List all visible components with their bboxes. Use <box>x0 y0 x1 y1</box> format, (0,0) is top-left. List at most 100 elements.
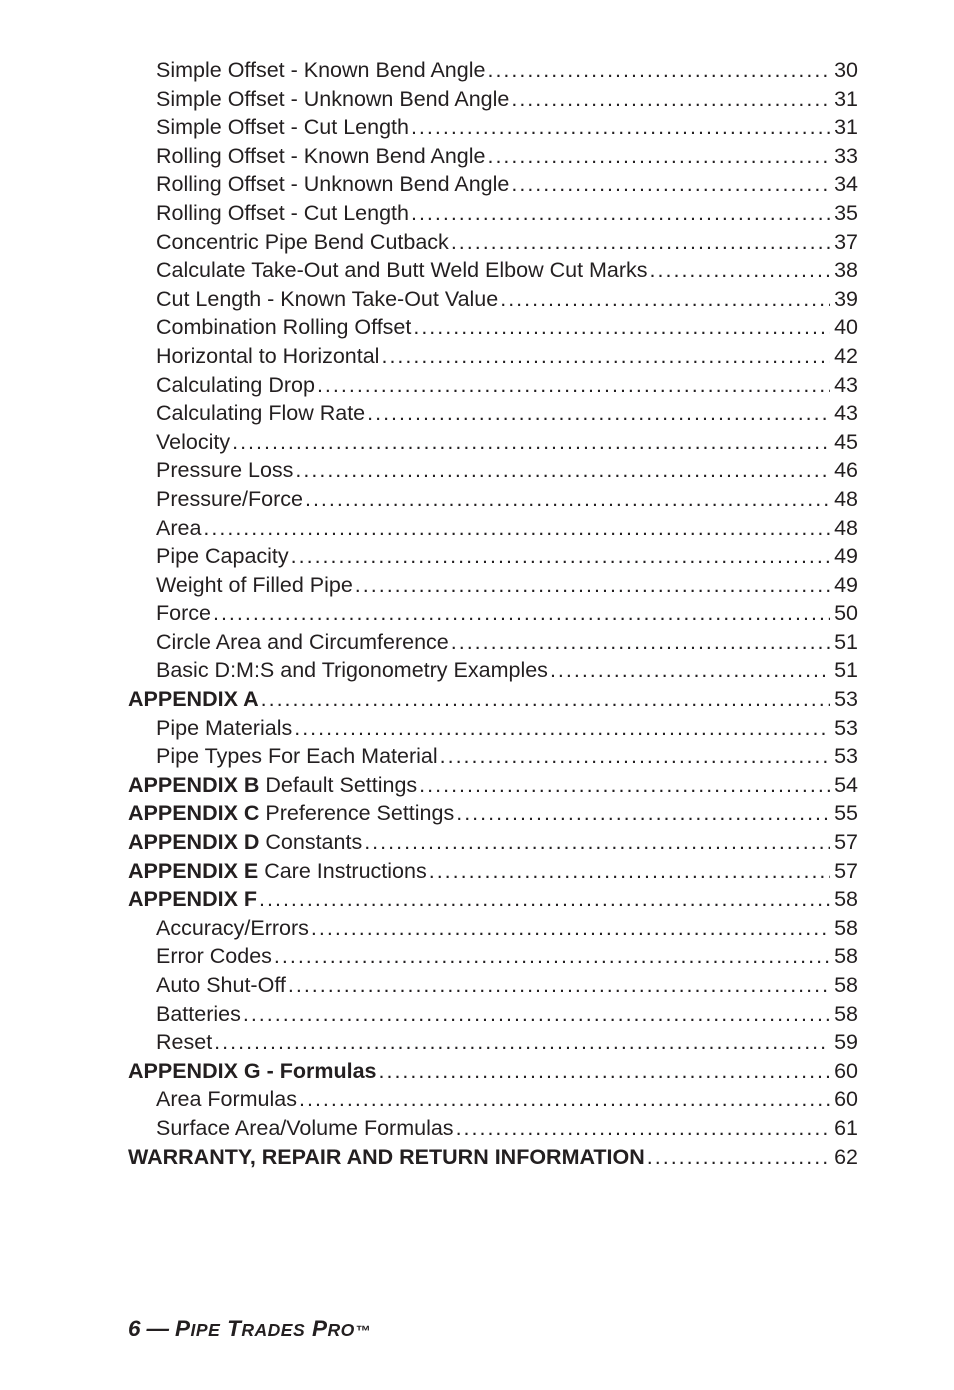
toc-entry-label: APPENDIX E Care Instructions <box>128 857 427 886</box>
document-page: Simple Offset - Known Bend Angle 30 Simpl… <box>0 0 954 1390</box>
toc-entry-label: Velocity <box>156 428 230 457</box>
toc-entry: Calculating Flow Rate 43 <box>128 399 858 428</box>
toc-leader-dots <box>454 799 830 828</box>
toc-entry-label: APPENDIX C Preference Settings <box>128 799 454 828</box>
toc-entry: Force 50 <box>128 599 858 628</box>
toc-leader-dots <box>509 170 830 199</box>
toc-entry-text: Pipe Materials <box>156 716 292 740</box>
toc-entry-page: 43 <box>830 371 858 400</box>
toc-entry-label: Horizontal to Horizontal <box>156 342 379 371</box>
toc-entry: Cut Length - Known Take-Out Value 39 <box>128 285 858 314</box>
toc-entry-label: Rolling Offset - Cut Length <box>156 199 409 228</box>
toc-entry-page: 40 <box>830 313 858 342</box>
toc-entry: APPENDIX E Care Instructions 57 <box>128 857 858 886</box>
toc-entry-page: 62 <box>830 1143 858 1172</box>
toc-entry-text: Horizontal to Horizontal <box>156 344 379 368</box>
toc-entry-page: 53 <box>830 742 858 771</box>
toc-entry: APPENDIX A 53 <box>128 685 858 714</box>
toc-entry-bold: APPENDIX G - Formulas <box>128 1059 377 1083</box>
toc-entry: Calculate Take-Out and Butt Weld Elbow C… <box>128 256 858 285</box>
toc-entry: Rolling Offset - Unknown Bend Angle 34 <box>128 170 858 199</box>
toc-leader-dots <box>509 85 830 114</box>
toc-entry-text: Constants <box>265 830 362 854</box>
toc-leader-dots <box>289 542 830 571</box>
toc-leader-dots <box>498 285 830 314</box>
toc-entry-page: 45 <box>830 428 858 457</box>
toc-entry-page: 51 <box>830 656 858 685</box>
toc-entry-label: Error Codes <box>156 942 272 971</box>
toc-entry: Auto Shut-Off 58 <box>128 971 858 1000</box>
toc-entry-label: Force <box>156 599 211 628</box>
toc-entry-page: 58 <box>830 1000 858 1029</box>
toc-entry: Error Codes 58 <box>128 942 858 971</box>
toc-entry-bold: APPENDIX E <box>128 859 264 883</box>
toc-entry-bold: APPENDIX B <box>128 773 265 797</box>
toc-leader-dots <box>230 428 830 457</box>
toc-entry: Simple Offset - Known Bend Angle 30 <box>128 56 858 85</box>
toc-leader-dots <box>648 256 830 285</box>
toc-entry-text: Pipe Types For Each Material <box>156 744 438 768</box>
toc-entry-page: 57 <box>830 857 858 886</box>
toc-leader-dots <box>257 885 830 914</box>
toc-leader-dots <box>411 313 830 342</box>
toc-entry-text: Default Settings <box>265 773 417 797</box>
toc-entry-label: Pipe Capacity <box>156 542 289 571</box>
toc-leader-dots <box>315 371 830 400</box>
toc-leader-dots <box>409 113 830 142</box>
toc-entry-label: Batteries <box>156 1000 241 1029</box>
toc-leader-dots <box>309 914 830 943</box>
toc-leader-dots <box>485 142 830 171</box>
toc-entry: Simple Offset - Cut Length31 <box>128 113 858 142</box>
toc-entry-page: 54 <box>830 771 858 800</box>
toc-entry: Surface Area/Volume Formulas61 <box>128 1114 858 1143</box>
toc-leader-dots <box>438 742 830 771</box>
toc-entry-text: Pressure Loss <box>156 458 293 482</box>
footer-page-number: 6 <box>128 1316 141 1342</box>
footer-dash: — <box>141 1316 176 1342</box>
toc-entry-page: 58 <box>830 942 858 971</box>
toc-entry-label: Circle Area and Circumference <box>156 628 449 657</box>
toc-leader-dots <box>303 485 830 514</box>
toc-entry: APPENDIX C Preference Settings55 <box>128 799 858 828</box>
toc-entry: Batteries 58 <box>128 1000 858 1029</box>
toc-entry-label: Pressure/Force <box>156 485 303 514</box>
toc-entry-text: Rolling Offset - Cut Length <box>156 201 409 225</box>
toc-entry-page: 31 <box>830 113 858 142</box>
toc-entry-label: Combination Rolling Offset <box>156 313 411 342</box>
toc-entry-label: Surface Area/Volume Formulas <box>156 1114 454 1143</box>
toc-entry-label: Area <box>156 514 201 543</box>
toc-leader-dots <box>417 771 830 800</box>
toc-entry-text: Calculating Drop <box>156 373 315 397</box>
toc-entry-page: 30 <box>830 56 858 85</box>
toc-leader-dots <box>362 828 830 857</box>
toc-entry-text: Concentric Pipe Bend Cutback <box>156 230 449 254</box>
toc-entry-page: 49 <box>830 571 858 600</box>
toc-entry-label: Pipe Materials <box>156 714 292 743</box>
toc-entry-text: Batteries <box>156 1002 241 1026</box>
toc-entry-text: Weight of Filled Pipe <box>156 573 353 597</box>
toc-entry-label: APPENDIX F <box>128 885 257 914</box>
toc-entry-page: 60 <box>830 1085 858 1114</box>
toc-entry-label: Rolling Offset - Unknown Bend Angle <box>156 170 509 199</box>
toc-entry: Pressure/Force48 <box>128 485 858 514</box>
toc-entry: Horizontal to Horizontal42 <box>128 342 858 371</box>
toc-entry-text: Velocity <box>156 430 230 454</box>
toc-entry: Area Formulas60 <box>128 1085 858 1114</box>
trademark-symbol: ™ <box>355 1323 371 1340</box>
toc-entry: APPENDIX D Constants 57 <box>128 828 858 857</box>
toc-leader-dots <box>293 456 830 485</box>
toc-entry-page: 33 <box>830 142 858 171</box>
toc-entry-label: Calculating Drop <box>156 371 315 400</box>
toc-entry-text: Rolling Offset - Unknown Bend Angle <box>156 172 509 196</box>
toc-entry-page: 46 <box>830 456 858 485</box>
toc-entry-page: 58 <box>830 914 858 943</box>
page-footer: 6 — PIPE TRADES PRO™ <box>128 1288 858 1342</box>
table-of-contents: Simple Offset - Known Bend Angle 30 Simpl… <box>128 56 858 1288</box>
toc-entry-label: Pipe Types For Each Material <box>156 742 438 771</box>
toc-entry: APPENDIX B Default Settings 54 <box>128 771 858 800</box>
toc-leader-dots <box>379 342 830 371</box>
toc-entry: Accuracy/Errors 58 <box>128 914 858 943</box>
footer-title: PIPE TRADES PRO <box>175 1316 355 1342</box>
toc-leader-dots <box>211 599 830 628</box>
toc-entry-bold: APPENDIX A <box>128 687 259 711</box>
